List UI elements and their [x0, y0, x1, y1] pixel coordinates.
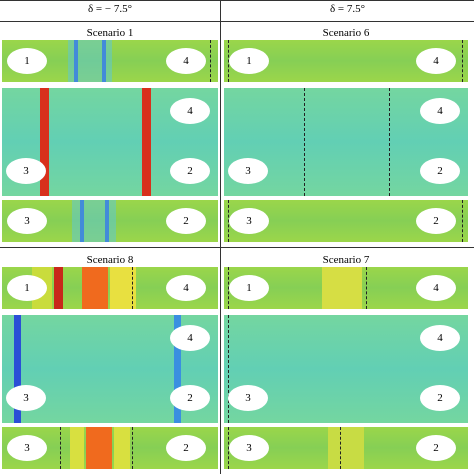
dashed-line — [304, 88, 305, 196]
hole-label: 3 — [7, 435, 47, 461]
band — [68, 40, 112, 82]
hole-label: 4 — [416, 48, 456, 74]
dashed-line — [228, 200, 229, 242]
band — [142, 88, 151, 196]
band — [114, 427, 130, 469]
hole-label: 2 — [170, 158, 210, 184]
hole-label: 4 — [170, 325, 210, 351]
hole-label: 3 — [228, 385, 268, 411]
hole-label: 4 — [170, 98, 210, 124]
dashed-line — [60, 427, 61, 469]
hole-label: 2 — [416, 435, 456, 461]
strain-field: 4 3 2 — [2, 88, 218, 196]
hole-label: 3 — [228, 158, 268, 184]
hole-label: 2 — [420, 158, 460, 184]
dashed-line — [228, 40, 229, 82]
dashed-line — [340, 427, 341, 469]
dashed-line — [132, 427, 133, 469]
hole-label: 3 — [7, 208, 47, 234]
hole-label: 4 — [416, 275, 456, 301]
rule — [0, 0, 474, 1]
rule — [0, 247, 474, 248]
hole-label: 1 — [229, 48, 269, 74]
hole-label: 3 — [229, 208, 269, 234]
band — [174, 315, 181, 423]
band — [70, 427, 84, 469]
dashed-line — [228, 267, 229, 309]
dashed-line — [389, 88, 390, 196]
hole-label: 2 — [416, 208, 456, 234]
hole-label: 1 — [7, 48, 47, 74]
band — [40, 88, 49, 196]
hole-label: 3 — [6, 385, 46, 411]
hole-label: 1 — [7, 275, 47, 301]
band — [72, 200, 116, 242]
band — [86, 427, 112, 469]
panel-title: Scenario 8 — [86, 254, 134, 266]
hole-label: 3 — [229, 435, 269, 461]
hole-label: 4 — [166, 48, 206, 74]
dashed-line — [228, 315, 229, 423]
strain-field: 4 3 2 — [2, 315, 218, 423]
hole-label: 2 — [166, 208, 206, 234]
hole-label: 2 — [420, 385, 460, 411]
band — [328, 427, 364, 469]
rule — [220, 0, 221, 474]
band — [14, 315, 21, 423]
dashed-line — [210, 40, 211, 82]
hole-label: 3 — [6, 158, 46, 184]
hole-label: 2 — [166, 435, 206, 461]
column-header: δ = 7.5° — [329, 3, 366, 15]
dashed-line — [366, 267, 367, 309]
band — [82, 267, 108, 309]
band — [322, 267, 362, 309]
hole-label: 2 — [170, 385, 210, 411]
rule — [0, 21, 474, 22]
panel-title: Scenario 6 — [322, 27, 370, 39]
dashed-line — [132, 267, 133, 309]
strain-field: 4 3 2 — [224, 315, 468, 423]
panel-title: Scenario 1 — [86, 27, 134, 39]
dashed-line — [462, 200, 463, 242]
hole-label: 4 — [420, 98, 460, 124]
column-header: δ = − 7.5° — [88, 3, 132, 15]
strain-field: 4 3 2 — [224, 88, 468, 196]
dashed-line — [228, 427, 229, 469]
band — [54, 267, 63, 309]
dashed-line — [462, 40, 463, 82]
hole-label: 1 — [229, 275, 269, 301]
hole-label: 4 — [420, 325, 460, 351]
hole-label: 4 — [166, 275, 206, 301]
panel-title: Scenario 7 — [322, 254, 370, 266]
band — [110, 267, 136, 309]
